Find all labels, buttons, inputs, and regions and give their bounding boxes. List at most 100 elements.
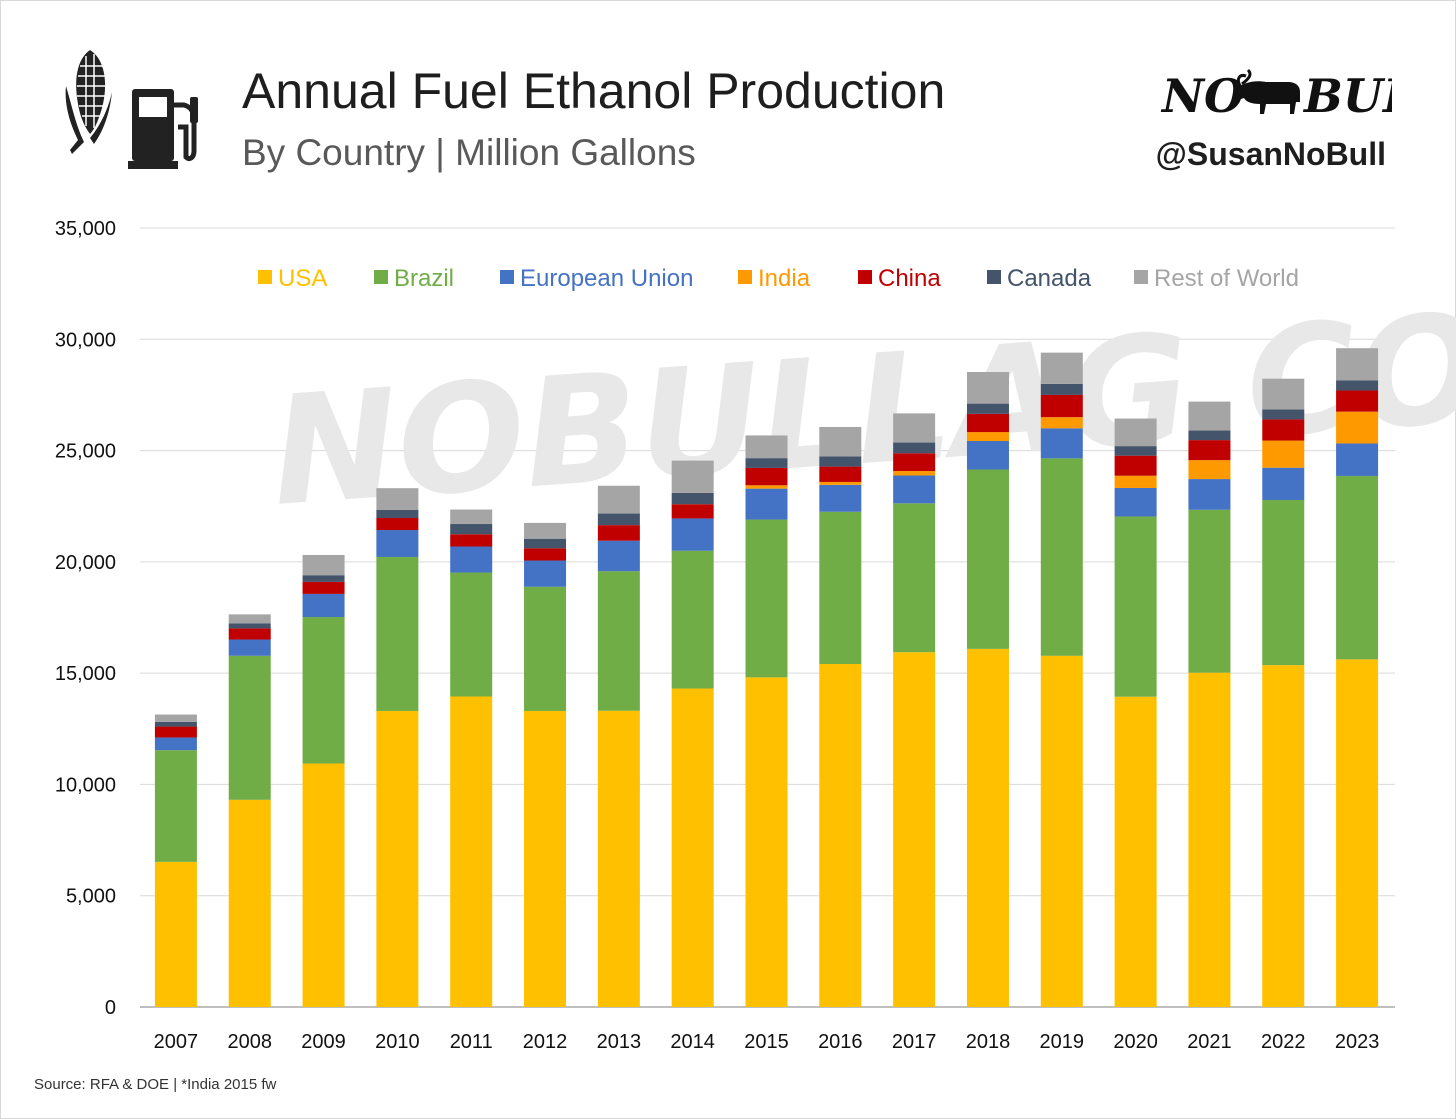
- chart-subtitle: By Country | Million Gallons: [242, 132, 696, 173]
- bar-segment-european-union: [302, 593, 345, 618]
- bar-segment-european-union: [745, 488, 788, 520]
- bar-segment-china: [154, 726, 197, 738]
- bar-segment-canada: [376, 509, 419, 519]
- legend-swatch: [987, 270, 1001, 284]
- bar-segment-china: [671, 504, 714, 519]
- bar-segment-usa: [302, 763, 345, 1007]
- bar-segment-brazil: [1114, 516, 1157, 697]
- bar-segment-canada: [154, 721, 197, 727]
- bar-segment-china: [819, 466, 862, 482]
- bar-segment-canada: [819, 456, 862, 467]
- bar-segment-rest-of-world: [376, 488, 419, 510]
- y-tick-label: 15,000: [55, 663, 116, 685]
- bar-segment-usa: [966, 648, 1009, 1007]
- bar-segment-china: [376, 518, 419, 531]
- bar-segment-rest-of-world: [745, 435, 788, 459]
- y-tick-label: 25,000: [55, 441, 116, 463]
- bar-segment-usa: [154, 861, 197, 1007]
- x-tick-label: 2009: [301, 1031, 346, 1053]
- legend-swatch: [500, 270, 514, 284]
- bar-segment-india: [1188, 460, 1231, 480]
- bar-segment-usa: [745, 677, 788, 1007]
- x-tick-label: 2016: [818, 1031, 863, 1053]
- bar-segment-european-union: [597, 540, 640, 572]
- bar-segment-european-union: [228, 639, 271, 656]
- bar-segment-rest-of-world: [450, 509, 493, 525]
- bar-segment-brazil: [745, 519, 788, 678]
- bars: [154, 348, 1379, 1007]
- bar-segment-usa: [671, 688, 714, 1007]
- bar-segment-rest-of-world: [302, 554, 345, 576]
- bar-segment-brazil: [1262, 499, 1305, 666]
- bar-segment-rest-of-world: [228, 614, 271, 624]
- legend-swatch: [858, 270, 872, 284]
- bar-segment-china: [966, 413, 1009, 433]
- bar-segment-india: [819, 481, 862, 485]
- x-tick-label: 2019: [1040, 1031, 1085, 1053]
- bar-segment-china: [745, 467, 788, 486]
- bar-segment-european-union: [524, 560, 567, 587]
- bar-segment-canada: [671, 492, 714, 505]
- bar-segment-usa: [1114, 696, 1157, 1007]
- bar-segment-rest-of-world: [1336, 348, 1379, 381]
- bar-segment-usa: [893, 652, 936, 1007]
- bar-segment-rest-of-world: [154, 714, 197, 722]
- legend-swatch: [258, 270, 272, 284]
- bar-segment-china: [524, 548, 567, 561]
- bar-segment-usa: [819, 664, 862, 1007]
- bar-segment-european-union: [671, 518, 714, 551]
- bar-segment-brazil: [228, 655, 271, 800]
- y-axis: 0 5,000 10,000 15,000 20,000 25,000 30,000 35,0…: [55, 218, 116, 1019]
- bar-segment-canada: [450, 524, 493, 535]
- source-note: Source: RFA & DOE | *India 2015 fw: [34, 1076, 277, 1093]
- bar-segment-brazil: [671, 550, 714, 689]
- bar-segment-canada: [1040, 383, 1083, 395]
- legend-item: Rest of World: [1134, 265, 1299, 292]
- x-tick-label: 2021: [1187, 1031, 1232, 1053]
- bar-segment-india: [1114, 475, 1157, 488]
- bar-segment-canada: [524, 538, 567, 549]
- x-axis: 2007 2008 2009 2010 2011 2012 2013 2014 2015 2016…: [154, 1031, 1380, 1053]
- legend-label: China: [878, 265, 941, 292]
- bar-segment-rest-of-world: [1114, 418, 1157, 447]
- legend-swatch: [1134, 270, 1148, 284]
- bar-segment-brazil: [154, 750, 197, 862]
- bar-segment-china: [1336, 390, 1379, 412]
- bar-segment-rest-of-world: [819, 426, 862, 457]
- bar-segment-brazil: [893, 503, 936, 653]
- chart-title: Annual Fuel Ethanol Production: [242, 63, 946, 119]
- bar-segment-china: [1188, 440, 1231, 461]
- legend-item: USA: [258, 265, 327, 292]
- bar-segment-european-union: [1262, 467, 1305, 500]
- bar-segment-canada: [893, 442, 936, 454]
- bar-segment-rest-of-world: [671, 460, 714, 493]
- bar-segment-canada: [302, 575, 345, 582]
- bar-segment-usa: [1040, 655, 1083, 1007]
- bar-segment-brazil: [597, 571, 640, 711]
- bar-segment-brazil: [302, 617, 345, 764]
- bar-segment-european-union: [819, 484, 862, 512]
- brand-no-text: NO: [1160, 69, 1244, 123]
- bar-segment-european-union: [1336, 443, 1379, 476]
- bar-segment-china: [1262, 419, 1305, 441]
- bar-segment-china: [1114, 455, 1157, 476]
- bar-segment-rest-of-world: [893, 413, 936, 443]
- legend-label: European Union: [520, 265, 693, 292]
- bar-segment-rest-of-world: [1040, 352, 1083, 384]
- legend-item: European Union: [500, 265, 693, 292]
- legend-item: India: [738, 265, 811, 292]
- x-tick-label: 2014: [670, 1031, 715, 1053]
- bar-segment-china: [893, 453, 936, 472]
- legend-label: Rest of World: [1154, 265, 1299, 292]
- bar-segment-canada: [745, 458, 788, 468]
- bar-segment-european-union: [966, 441, 1009, 470]
- legend-swatch: [374, 270, 388, 284]
- bar-segment-european-union: [1114, 487, 1157, 517]
- bar-segment-rest-of-world: [524, 522, 567, 539]
- bar-segment-china: [228, 628, 271, 640]
- bar-segment-canada: [1114, 446, 1157, 456]
- x-tick-label: 2023: [1335, 1031, 1380, 1053]
- bar-segment-usa: [1262, 665, 1305, 1007]
- x-tick-label: 2010: [375, 1031, 420, 1053]
